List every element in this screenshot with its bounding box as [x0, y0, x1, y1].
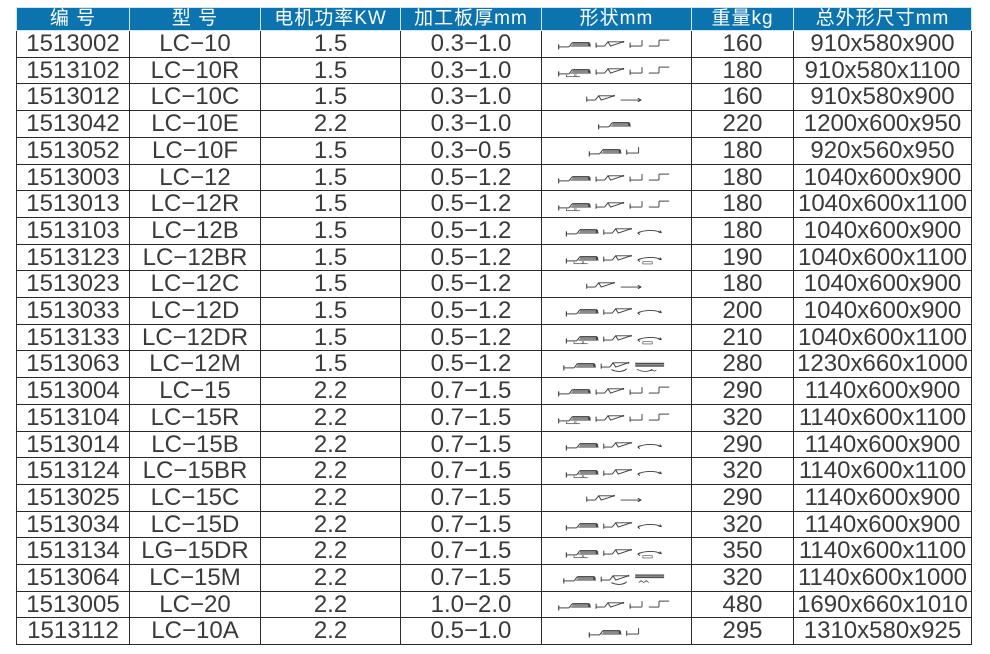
svg-text:R: R	[582, 553, 585, 558]
svg-text:R: R	[574, 73, 577, 78]
svg-text:R: R	[582, 260, 585, 265]
svg-text:R: R	[582, 340, 585, 345]
svg-text:R: R	[582, 473, 585, 478]
svg-text:R: R	[574, 420, 577, 425]
svg-text:R: R	[574, 206, 577, 211]
